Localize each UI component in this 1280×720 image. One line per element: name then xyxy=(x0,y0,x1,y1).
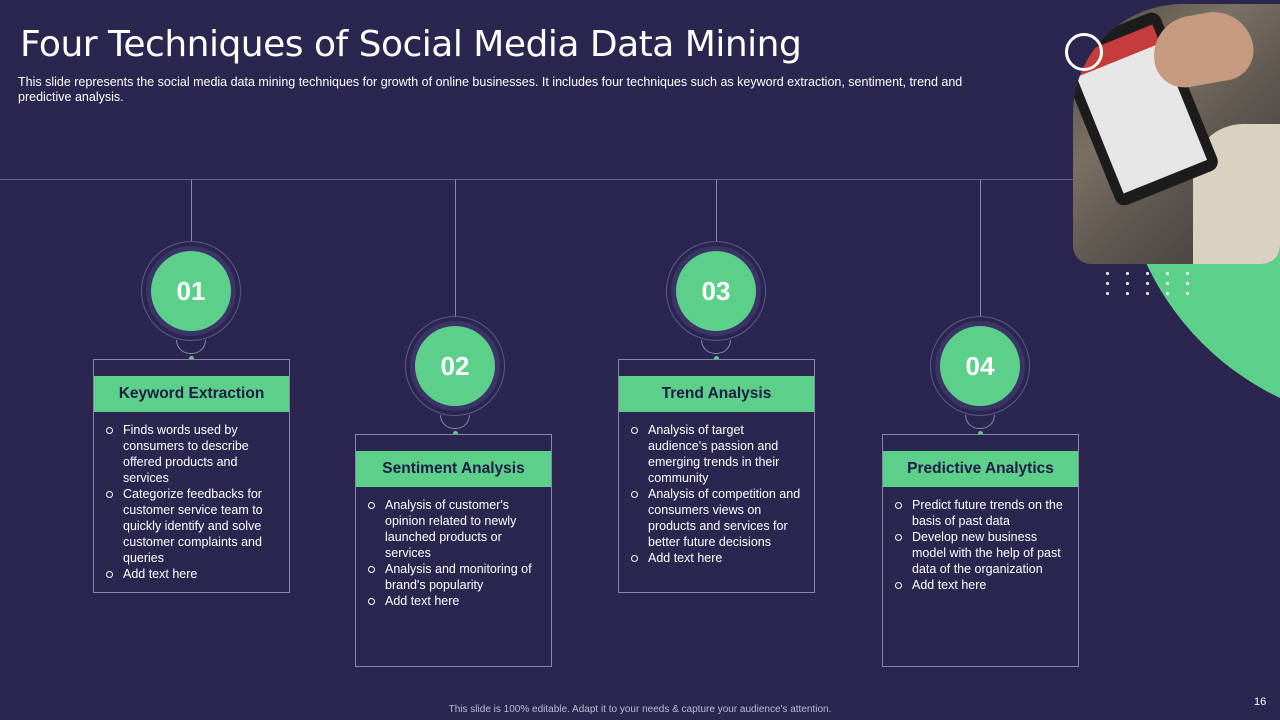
step-title-3: Trend Analysis xyxy=(619,376,814,412)
connector-hook-2 xyxy=(440,415,470,429)
step-title-4: Predictive Analytics xyxy=(883,451,1078,487)
connector-line-4 xyxy=(980,180,981,317)
step-card-2: Sentiment Analysis Analysis of customer'… xyxy=(355,434,552,667)
connector-dot-3 xyxy=(714,356,719,361)
connector-line-3 xyxy=(716,180,717,242)
step-circle-1: 01 xyxy=(141,241,241,341)
step-list-2: Analysis of customer's opinion related t… xyxy=(356,487,551,619)
list-item: Add text here xyxy=(106,566,279,582)
step-title-1: Keyword Extraction xyxy=(94,376,289,412)
connector-dot-1 xyxy=(189,356,194,361)
dot-grid-decoration xyxy=(1106,272,1196,302)
step-number-2: 02 xyxy=(415,326,495,406)
step-circle-2: 02 xyxy=(405,316,505,416)
list-item: Add text here xyxy=(631,550,804,566)
list-item: Add text here xyxy=(368,593,541,609)
step-card-4: Predictive Analytics Predict future tren… xyxy=(882,434,1079,667)
list-item: Predict future trends on the basis of pa… xyxy=(895,497,1068,529)
step-number-1: 01 xyxy=(151,251,231,331)
list-item: Finds words used by consumers to describ… xyxy=(106,422,279,486)
list-item: Analysis of competition and consumers vi… xyxy=(631,486,804,550)
step-title-2: Sentiment Analysis xyxy=(356,451,551,487)
page-number: 16 xyxy=(1254,696,1267,708)
ring-icon xyxy=(1065,33,1103,71)
list-item: Add text here xyxy=(895,577,1068,593)
list-item: Develop new business model with the help… xyxy=(895,529,1068,577)
connector-line-1 xyxy=(191,180,192,242)
step-circle-3: 03 xyxy=(666,241,766,341)
connector-hook-4 xyxy=(965,415,995,429)
page-title: Four Techniques of Social Media Data Min… xyxy=(20,24,802,65)
step-number-4: 04 xyxy=(940,326,1020,406)
photo-hand xyxy=(1147,5,1259,93)
tablet-photo xyxy=(1073,4,1280,264)
step-number-3: 03 xyxy=(676,251,756,331)
step-list-1: Finds words used by consumers to describ… xyxy=(94,412,289,592)
step-card-1: Keyword Extraction Finds words used by c… xyxy=(93,359,290,593)
connector-dot-2 xyxy=(453,431,458,436)
step-card-3: Trend Analysis Analysis of target audien… xyxy=(618,359,815,593)
step-list-3: Analysis of target audience's passion an… xyxy=(619,412,814,576)
connector-hook-1 xyxy=(176,340,206,354)
connector-dot-4 xyxy=(978,431,983,436)
list-item: Categorize feedbacks for customer servic… xyxy=(106,486,279,566)
step-circle-4: 04 xyxy=(930,316,1030,416)
timeline-divider xyxy=(0,179,1075,180)
step-list-4: Predict future trends on the basis of pa… xyxy=(883,487,1078,603)
list-item: Analysis of customer's opinion related t… xyxy=(368,497,541,561)
list-item: Analysis of target audience's passion an… xyxy=(631,422,804,486)
page-subtitle: This slide represents the social media d… xyxy=(18,75,963,104)
connector-line-2 xyxy=(455,180,456,317)
footer-note: This slide is 100% editable. Adapt it to… xyxy=(448,704,832,715)
list-item: Analysis and monitoring of brand's popul… xyxy=(368,561,541,593)
connector-hook-3 xyxy=(701,340,731,354)
